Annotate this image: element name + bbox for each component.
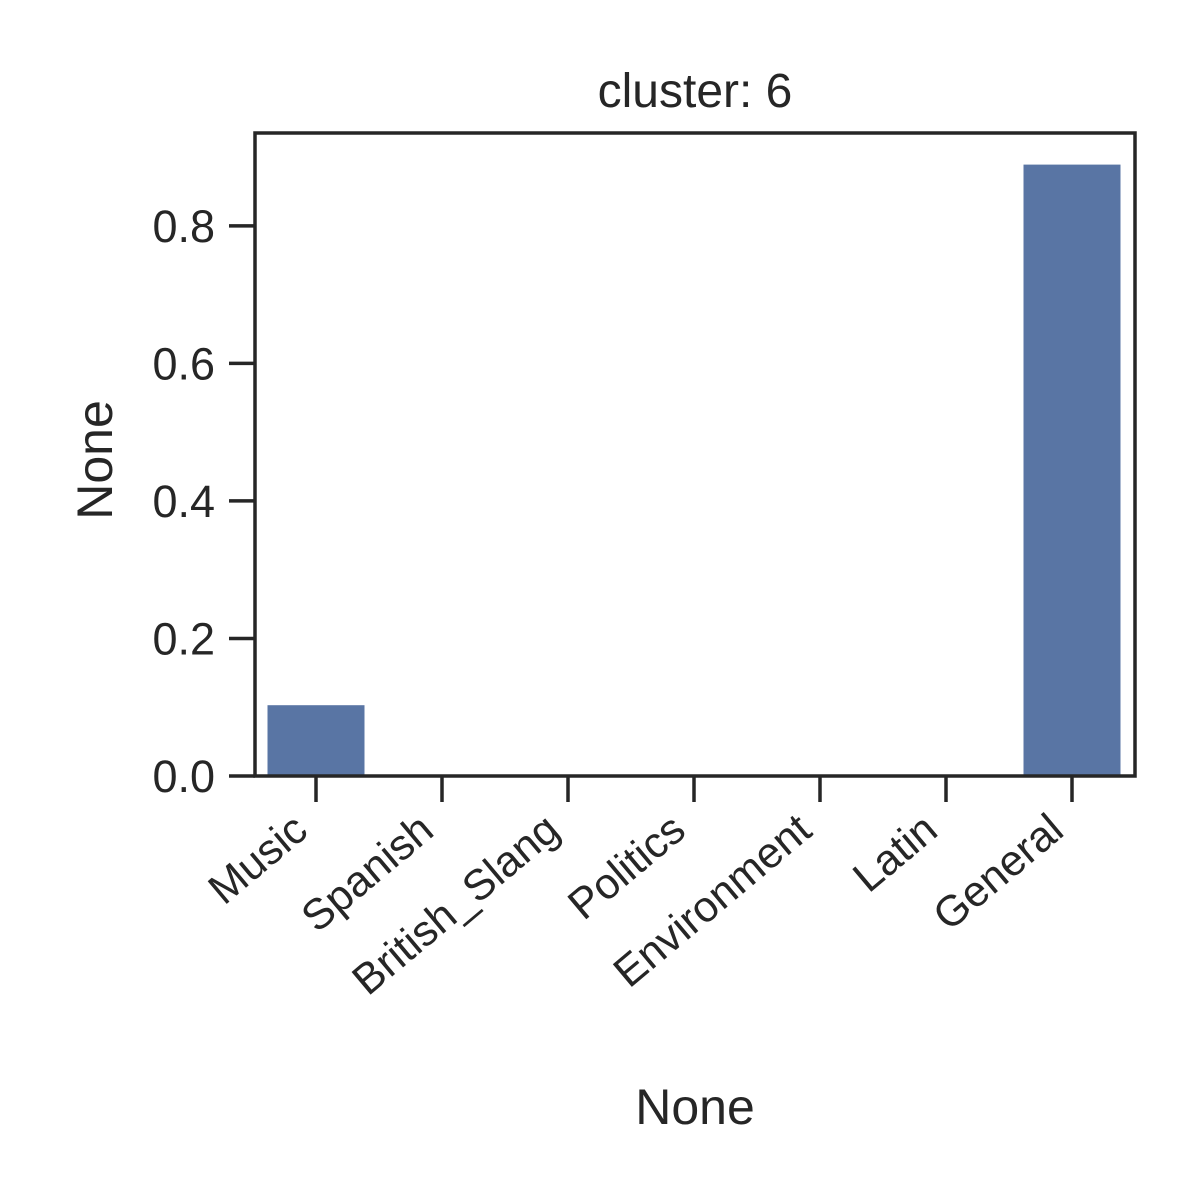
y-tick-label: 0.8 <box>152 201 215 252</box>
x-tick-label: Music <box>200 805 317 914</box>
y-axis-label: None <box>67 400 123 520</box>
x-axis: MusicSpanishBritish_SlangPoliticsEnviron… <box>200 776 1074 1005</box>
y-tick-label: 0.6 <box>152 338 215 389</box>
x-axis-label: None <box>635 1079 755 1135</box>
y-tick-label: 0.2 <box>152 613 215 664</box>
x-tick-label: General <box>924 805 1072 940</box>
y-tick-label: 0.4 <box>152 476 215 527</box>
plot-frame <box>253 131 1137 778</box>
bar-music <box>267 705 365 776</box>
y-axis: 0.0 0.2 0.4 0.6 0.8 <box>152 201 255 802</box>
x-tick-label: Latin <box>844 805 946 902</box>
chart-title: cluster: 6 <box>598 65 793 118</box>
bar-general <box>1023 164 1121 777</box>
y-tick-label: 0.0 <box>152 751 215 802</box>
bars <box>267 164 1121 777</box>
